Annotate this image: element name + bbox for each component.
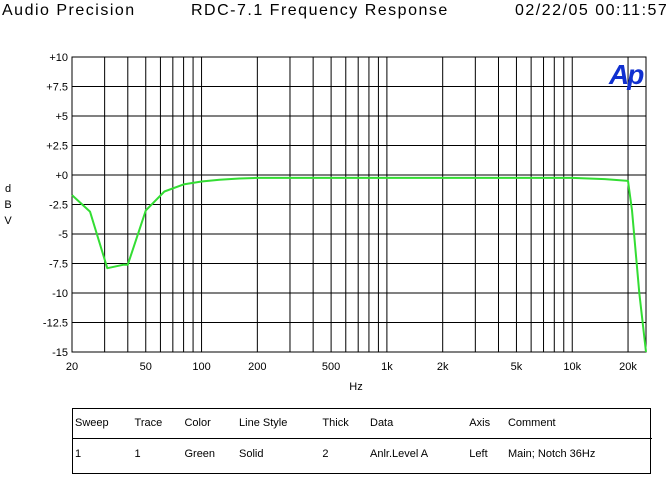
legend-header-cell: Trace bbox=[131, 408, 182, 439]
y-axis-label-char: d bbox=[5, 183, 11, 195]
y-tick-label: +7.5 bbox=[46, 82, 68, 94]
y-tick-label: -2.5 bbox=[49, 200, 68, 212]
y-tick-label: -5 bbox=[58, 229, 68, 241]
y-tick-label: +2.5 bbox=[46, 141, 68, 153]
chart-title: RDC-7.1 Frequency Response bbox=[191, 2, 449, 19]
y-tick-label: +0 bbox=[55, 170, 68, 182]
frequency-response-chart: +10 +7.5 +5 +2.5 +0 -2.5 -5 -7.5 -10 -12.5 -15 20 5… bbox=[4, 52, 647, 393]
legend-data-cell: Main; Notch 36Hz bbox=[507, 448, 596, 460]
x-tick-labels: 20 50 100 200 500 1k 2k 5k 10k 20k bbox=[66, 361, 638, 373]
y-tick-label: -12.5 bbox=[43, 318, 68, 330]
x-tick-label: 1k bbox=[381, 361, 393, 373]
x-tick-label: 10k bbox=[563, 361, 581, 373]
x-tick-label: 100 bbox=[192, 361, 210, 373]
plot-frame bbox=[71, 56, 647, 353]
y-tick-label: +5 bbox=[55, 111, 68, 123]
legend-header-cell: Line Style bbox=[236, 408, 320, 439]
legend-header-cell: Data bbox=[367, 408, 467, 439]
legend-data-cell: Solid bbox=[239, 448, 264, 460]
x-tick-label: 20 bbox=[66, 361, 78, 373]
x-tick-label: 50 bbox=[140, 361, 152, 373]
y-tick-labels: +10 +7.5 +5 +2.5 +0 -2.5 -5 -7.5 -10 -12.5 -15 bbox=[43, 52, 68, 359]
ap-logo: Ap bbox=[608, 59, 644, 90]
x-tick-label: 2k bbox=[437, 361, 449, 373]
legend-data-row: 1 1 Green Solid 2 Anlr.Level A Left Main; Notch… bbox=[72, 439, 652, 470]
legend-data-cell: 2 bbox=[322, 448, 329, 460]
y-axis-label-char: B bbox=[4, 199, 11, 211]
legend-data-cell: Left bbox=[469, 448, 488, 460]
series-line bbox=[71, 176, 647, 353]
legend-header-row: Sweep Trace Color Line Style Thick Data Axis Co… bbox=[72, 408, 652, 439]
legend-data-cell: 1 bbox=[134, 448, 141, 460]
x-tick-label: 200 bbox=[248, 361, 266, 373]
grid-major bbox=[72, 86, 646, 323]
y-tick-label: -15 bbox=[52, 347, 68, 359]
legend-header-cell: Thick bbox=[319, 408, 367, 439]
legend-header-cell: Color bbox=[181, 408, 237, 439]
x-tick-label: 20k bbox=[619, 361, 637, 373]
y-tick-label: -7.5 bbox=[49, 259, 68, 271]
x-axis-label: Hz bbox=[349, 381, 362, 393]
y-axis-label: dBV bbox=[4, 183, 12, 227]
legend-data-cell: Green bbox=[184, 448, 216, 460]
legend-header-cell: Comment bbox=[504, 408, 652, 439]
legend-header-cell: Sweep bbox=[72, 408, 132, 439]
series-group bbox=[71, 176, 647, 353]
legend-header-cell: Axis bbox=[466, 408, 505, 439]
timestamp: 02/22/05 00:11:57 bbox=[515, 2, 669, 19]
legend-data-cell: Anlr.Level A bbox=[370, 448, 429, 460]
y-tick-label: -10 bbox=[52, 288, 68, 300]
legend-data-cell: 1 bbox=[75, 448, 82, 460]
y-tick-label: +10 bbox=[49, 52, 68, 64]
header-left-title: Audio Precision bbox=[2, 2, 136, 19]
x-tick-label: 500 bbox=[322, 361, 340, 373]
y-axis-label-char: V bbox=[4, 215, 12, 227]
legend-table: Sweep Trace Color Line Style Thick Data Axis Co… bbox=[72, 408, 652, 469]
x-tick-label: 5k bbox=[511, 361, 523, 373]
